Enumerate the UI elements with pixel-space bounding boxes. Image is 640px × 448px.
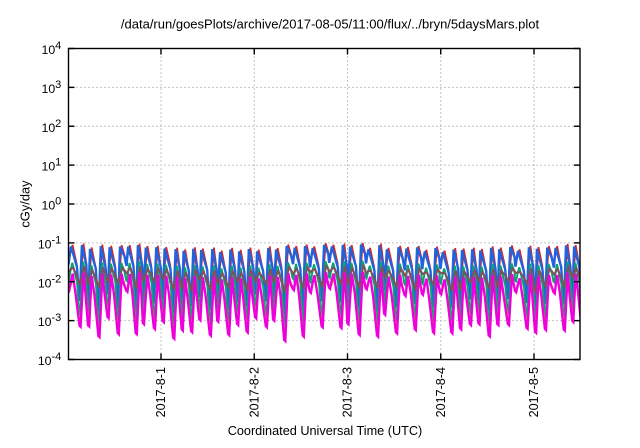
svg-text:/data/run/goesPlots/archive/20: /data/run/goesPlots/archive/2017-08-05/1… [121,17,540,32]
svg-text:2017-8-2: 2017-8-2 [247,367,261,417]
svg-text:2017-8-5: 2017-8-5 [527,367,541,417]
svg-text:cGy/day: cGy/day [17,180,32,228]
svg-text:2017-8-3: 2017-8-3 [341,367,355,417]
svg-text:2017-8-4: 2017-8-4 [434,367,448,417]
svg-text:2017-8-1: 2017-8-1 [154,367,168,417]
svg-text:Coordinated Universal Time (UT: Coordinated Universal Time (UTC) [228,424,423,438]
